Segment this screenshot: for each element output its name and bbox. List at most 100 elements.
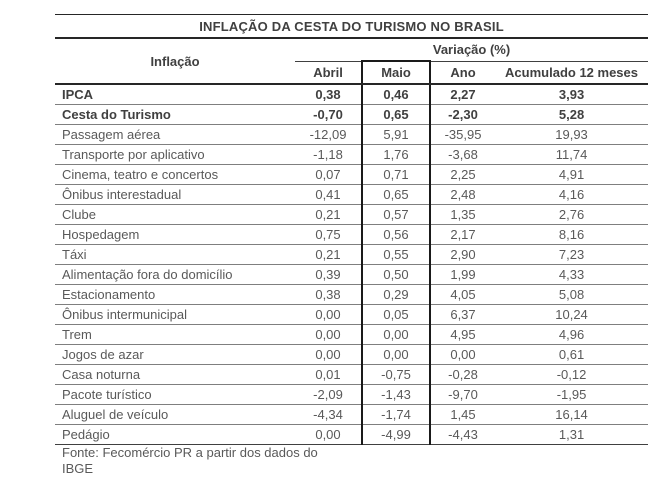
cell-ano: 0,00 bbox=[430, 344, 495, 365]
column-header-abril: Abril bbox=[295, 61, 362, 85]
cell-ano: 4,05 bbox=[430, 284, 495, 305]
cell-ano: -35,95 bbox=[430, 124, 495, 145]
row-label: Transporte por aplicativo bbox=[55, 144, 295, 165]
cell-abril: 0,00 bbox=[295, 424, 362, 445]
cell-acumulado: 5,28 bbox=[495, 104, 649, 125]
cell-maio: 0,00 bbox=[361, 324, 431, 345]
inflation-table: INFLAÇÃO DA CESTA DO TURISMO NO BRASIL I… bbox=[55, 14, 649, 445]
cell-abril: 0,39 bbox=[295, 264, 362, 285]
cell-acumulado: 2,76 bbox=[495, 204, 649, 225]
source-note: Fonte: Fecomércio PR a partir dos dados … bbox=[62, 445, 318, 477]
table-row: IPCA 0,38 0,46 2,27 3,93 bbox=[55, 84, 649, 105]
cell-maio: 0,65 bbox=[361, 104, 431, 125]
source-note-line2: IBGE bbox=[62, 461, 94, 476]
table-row: Jogos de azar 0,00 0,00 0,00 0,61 bbox=[55, 344, 649, 365]
row-label: Ônibus intermunicipal bbox=[55, 304, 295, 325]
column-header-ano: Ano bbox=[430, 61, 495, 85]
cell-ano: 1,45 bbox=[430, 404, 495, 425]
row-label: Clube bbox=[55, 204, 295, 225]
cell-acumulado: 0,61 bbox=[495, 344, 649, 365]
row-label: Trem bbox=[55, 324, 295, 345]
row-label: Pedágio bbox=[55, 424, 295, 445]
cell-ano: 4,95 bbox=[430, 324, 495, 345]
table-row: Estacionamento 0,38 0,29 4,05 5,08 bbox=[55, 284, 649, 305]
cell-ano: 2,48 bbox=[430, 184, 495, 205]
table-row: Aluguel de veículo -4,34 -1,74 1,45 16,1… bbox=[55, 404, 649, 425]
cell-abril: -2,09 bbox=[295, 384, 362, 405]
cell-ano: -3,68 bbox=[430, 144, 495, 165]
cell-abril: 0,21 bbox=[295, 244, 362, 265]
cell-abril: 0,41 bbox=[295, 184, 362, 205]
cell-maio: 0,05 bbox=[361, 304, 431, 325]
cell-acumulado: 5,08 bbox=[495, 284, 649, 305]
cell-ano: -9,70 bbox=[430, 384, 495, 405]
table-row: Cesta do Turismo -0,70 0,65 -2,30 5,28 bbox=[55, 104, 649, 125]
table-row: Casa noturna 0,01 -0,75 -0,28 -0,12 bbox=[55, 364, 649, 385]
cell-acumulado: 10,24 bbox=[495, 304, 649, 325]
cell-abril: 0,21 bbox=[295, 204, 362, 225]
cell-acumulado: 11,74 bbox=[495, 144, 649, 165]
cell-abril: -4,34 bbox=[295, 404, 362, 425]
row-label: Hospedagem bbox=[55, 224, 295, 245]
cell-ano: 6,37 bbox=[430, 304, 495, 325]
cell-acumulado: -1,95 bbox=[495, 384, 649, 405]
row-label: Alimentação fora do domicílio bbox=[55, 264, 295, 285]
cell-maio: 0,57 bbox=[361, 204, 431, 225]
cell-abril: 0,01 bbox=[295, 364, 362, 385]
table-row: Cinema, teatro e concertos 0,07 0,71 2,2… bbox=[55, 164, 649, 185]
cell-acumulado: 19,93 bbox=[495, 124, 649, 145]
row-label: Passagem aérea bbox=[55, 124, 295, 145]
row-label: Táxi bbox=[55, 244, 295, 265]
table-row: Hospedagem 0,75 0,56 2,17 8,16 bbox=[55, 224, 649, 245]
row-label: Estacionamento bbox=[55, 284, 295, 305]
table-row: Ônibus intermunicipal 0,00 0,05 6,37 10,… bbox=[55, 304, 649, 325]
cell-acumulado: 4,91 bbox=[495, 164, 649, 185]
cell-ano: 1,99 bbox=[430, 264, 495, 285]
header-columns-row: Abril Maio Ano Acumulado 12 meses bbox=[55, 60, 649, 85]
table-title-row: INFLAÇÃO DA CESTA DO TURISMO NO BRASIL bbox=[55, 14, 649, 39]
cell-maio: 0,46 bbox=[361, 84, 431, 105]
cell-abril: -0,70 bbox=[295, 104, 362, 125]
source-note-line1: Fonte: Fecomércio PR a partir dos dados … bbox=[62, 445, 318, 460]
cell-maio: -1,74 bbox=[361, 404, 431, 425]
cell-acumulado: 7,23 bbox=[495, 244, 649, 265]
column-group-variacao: Variação (%) bbox=[295, 38, 649, 62]
cell-maio: 0,29 bbox=[361, 284, 431, 305]
cell-acumulado: 3,93 bbox=[495, 84, 649, 105]
cell-maio: 0,65 bbox=[361, 184, 431, 205]
cell-maio: 0,71 bbox=[361, 164, 431, 185]
cell-abril: 0,00 bbox=[295, 304, 362, 325]
row-label: IPCA bbox=[55, 84, 295, 105]
column-header-acumulado: Acumulado 12 meses bbox=[495, 61, 649, 85]
cell-ano: 1,35 bbox=[430, 204, 495, 225]
table-title: INFLAÇÃO DA CESTA DO TURISMO NO BRASIL bbox=[55, 14, 649, 39]
row-label: Aluguel de veículo bbox=[55, 404, 295, 425]
cell-maio: 1,76 bbox=[361, 144, 431, 165]
inflation-table-wrapper: INFLAÇÃO DA CESTA DO TURISMO NO BRASIL I… bbox=[55, 14, 649, 445]
cell-abril: 0,00 bbox=[295, 324, 362, 345]
cell-maio: 0,56 bbox=[361, 224, 431, 245]
row-label: Cinema, teatro e concertos bbox=[55, 164, 295, 185]
row-label: Jogos de azar bbox=[55, 344, 295, 365]
table-row: Transporte por aplicativo -1,18 1,76 -3,… bbox=[55, 144, 649, 165]
cell-acumulado: 4,96 bbox=[495, 324, 649, 345]
table-row: Passagem aérea -12,09 5,91 -35,95 19,93 bbox=[55, 124, 649, 145]
row-label: Casa noturna bbox=[55, 364, 295, 385]
cell-abril: 0,00 bbox=[295, 344, 362, 365]
cell-acumulado: 16,14 bbox=[495, 404, 649, 425]
cell-maio: -0,75 bbox=[361, 364, 431, 385]
cell-ano: 2,27 bbox=[430, 84, 495, 105]
row-label: Ônibus interestadual bbox=[55, 184, 295, 205]
cell-ano: 2,90 bbox=[430, 244, 495, 265]
cell-abril: -1,18 bbox=[295, 144, 362, 165]
cell-maio: 0,55 bbox=[361, 244, 431, 265]
cell-acumulado: 4,16 bbox=[495, 184, 649, 205]
cell-abril: 0,75 bbox=[295, 224, 362, 245]
table-row: Trem 0,00 0,00 4,95 4,96 bbox=[55, 324, 649, 345]
cell-abril: -12,09 bbox=[295, 124, 362, 145]
cell-ano: -4,43 bbox=[430, 424, 495, 445]
cell-abril: 0,38 bbox=[295, 284, 362, 305]
cell-maio: -4,99 bbox=[361, 424, 431, 445]
header-group-row: Inflação Variação (%) bbox=[55, 38, 649, 85]
table-row: Alimentação fora do domicílio 0,39 0,50 … bbox=[55, 264, 649, 285]
